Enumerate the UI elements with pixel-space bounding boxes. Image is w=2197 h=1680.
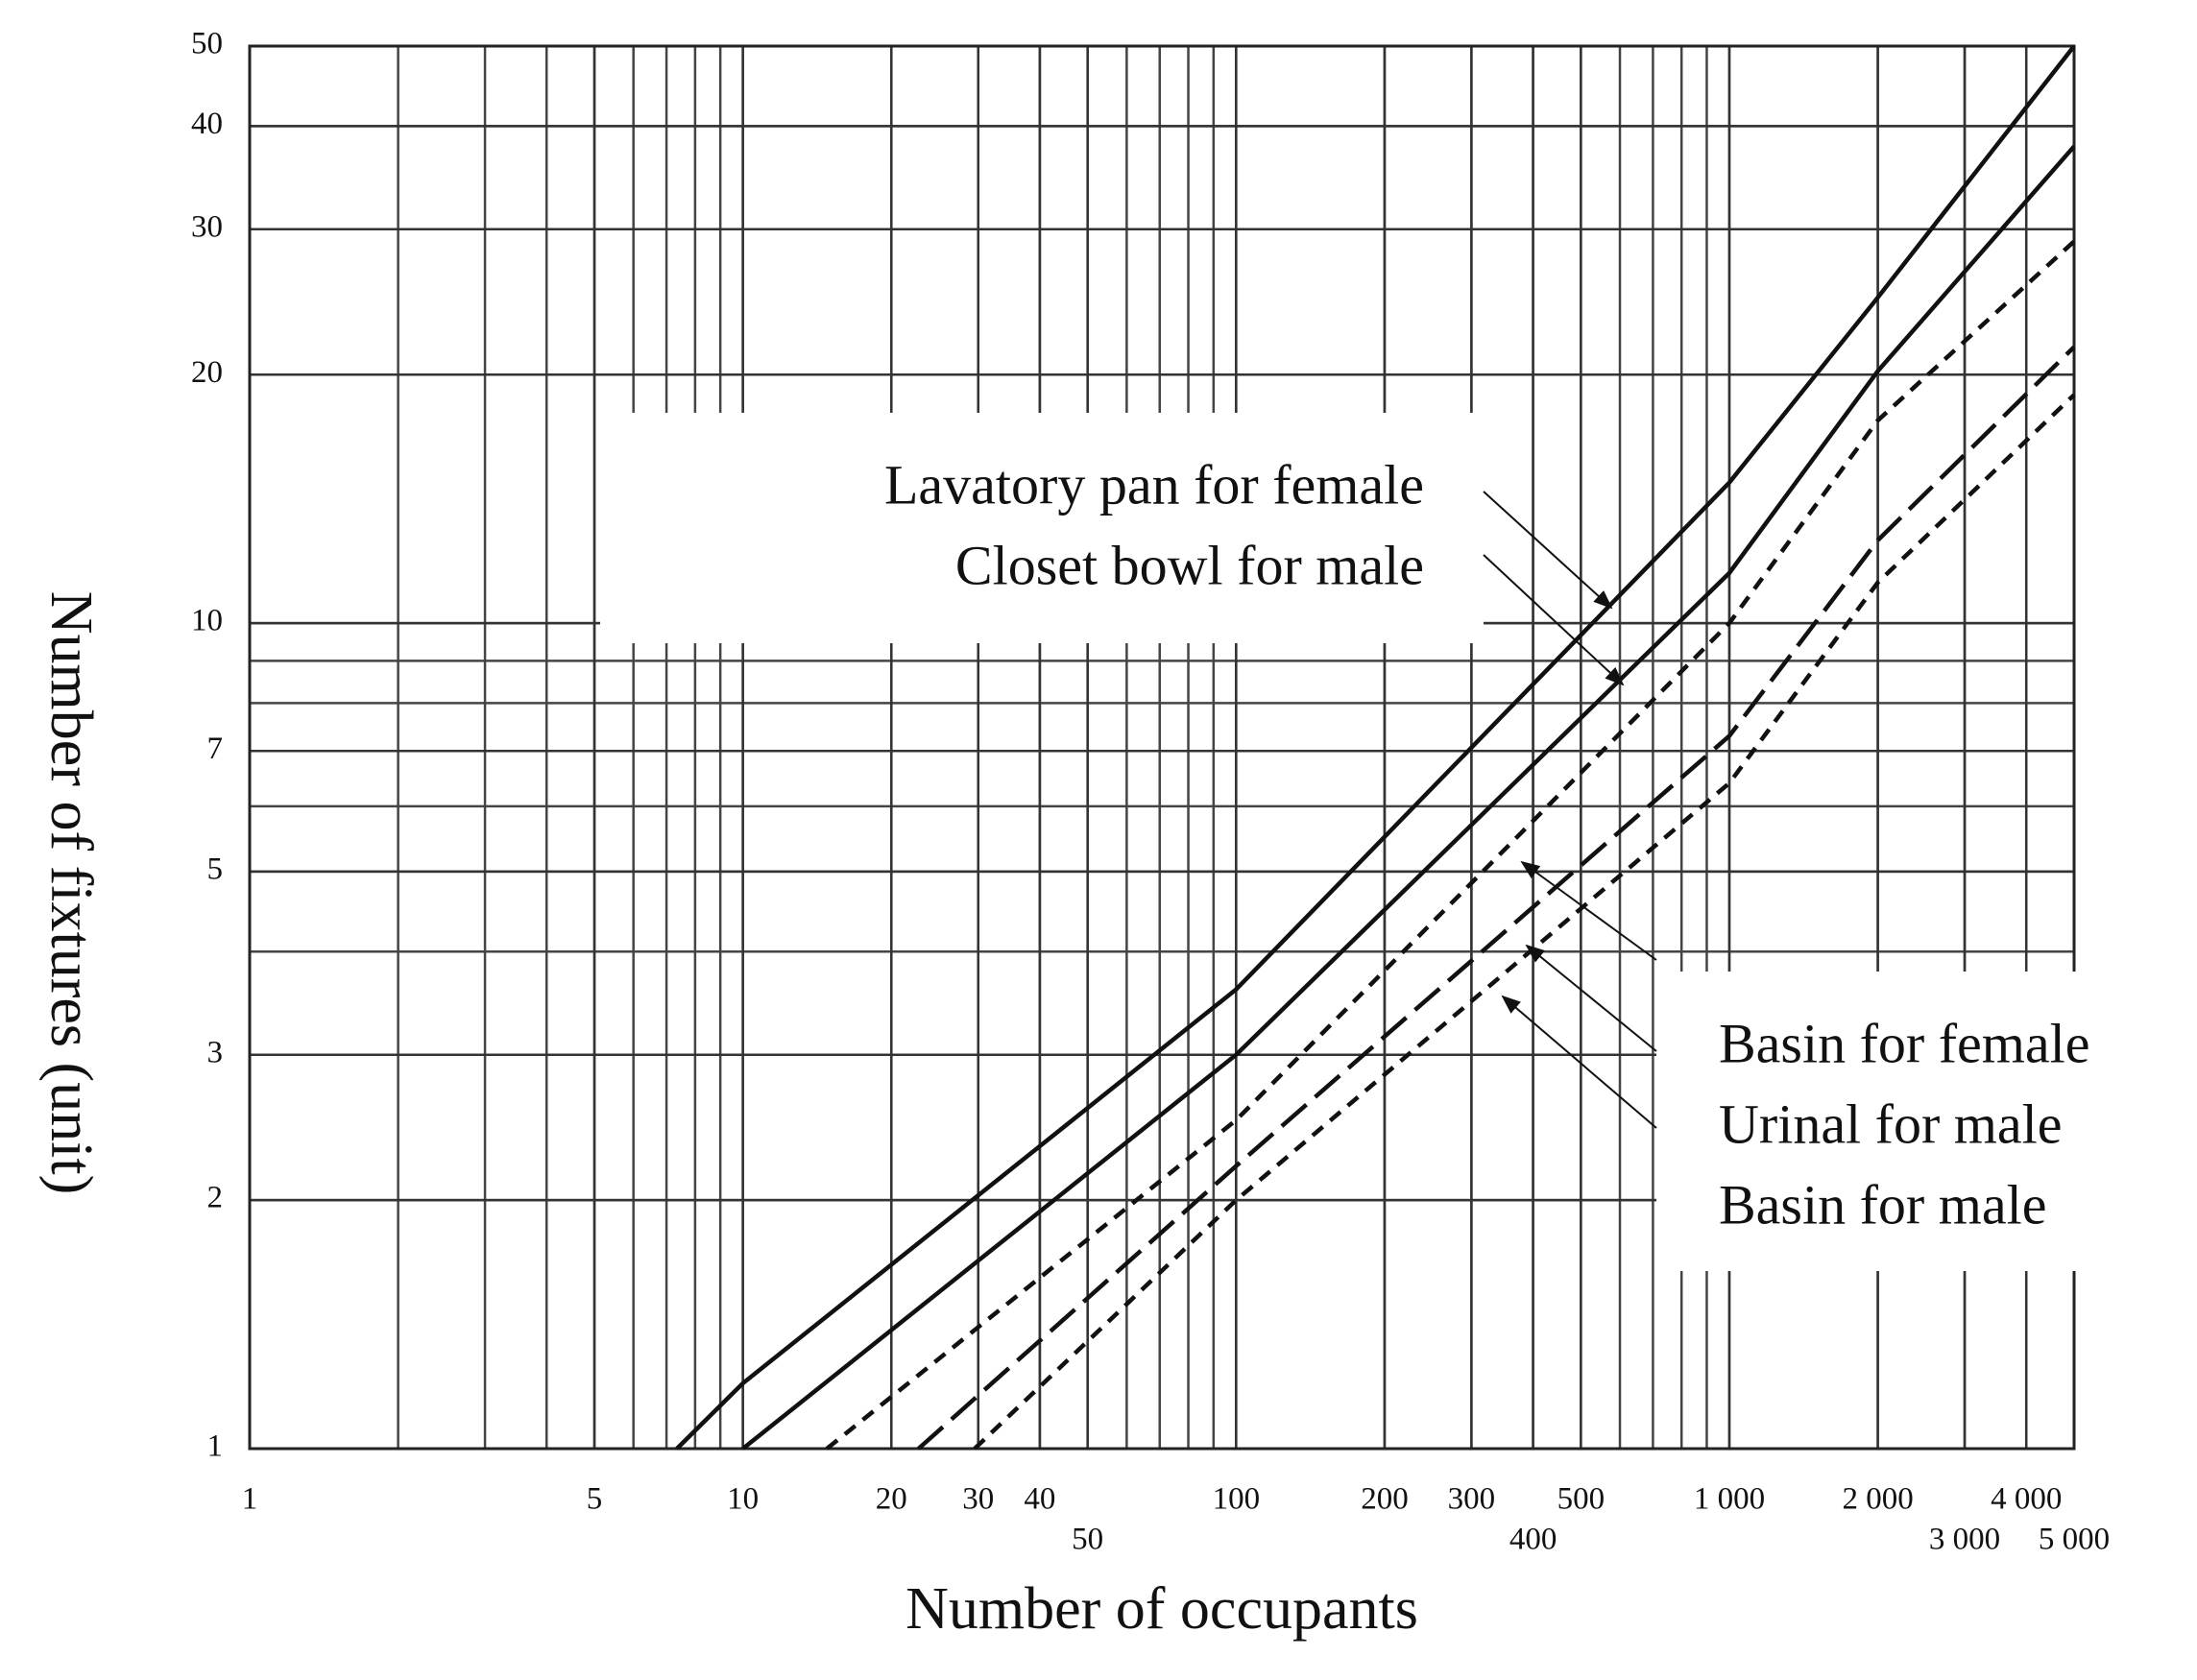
annotation: Lavatory pan for female	[884, 453, 1424, 516]
y-tick-label: 30	[191, 209, 223, 244]
y-tick-label: 1	[207, 1429, 224, 1464]
x-tick-label: 2 000	[1842, 1482, 1913, 1517]
x-axis-title: Number of occupants	[905, 1576, 1418, 1642]
series-line	[825, 239, 2076, 1451]
x-tick-label: 30	[962, 1482, 994, 1517]
series-line	[973, 393, 2076, 1451]
y-tick-label: 2	[207, 1181, 224, 1215]
x-tick-label: 5 000	[2039, 1523, 2110, 1557]
x-tick-label: 20	[876, 1482, 907, 1517]
x-tick-label: 10	[727, 1482, 759, 1517]
annotation-box	[1656, 972, 2197, 1271]
leader-arrow	[1525, 944, 1657, 1052]
x-tick-label: 40	[1024, 1482, 1055, 1517]
y-tick-label: 10	[191, 604, 223, 638]
annotation: Urinal for male	[1719, 1092, 2063, 1155]
series-line	[675, 44, 2076, 1451]
leader-arrow	[1483, 554, 1625, 686]
x-tick-label: 300	[1448, 1482, 1496, 1517]
leader-arrow	[1520, 860, 1657, 961]
y-tick-label: 3	[207, 1035, 224, 1069]
x-tick-label: 5	[587, 1482, 603, 1517]
series-line	[741, 144, 2076, 1451]
grid	[248, 44, 2076, 1451]
y-tick-label: 20	[191, 355, 223, 390]
annotation-box	[600, 413, 1484, 643]
annotation: Basin for male	[1719, 1173, 2046, 1236]
y-axis-title: Number of fixtures (unit)	[38, 591, 104, 1194]
x-tick-label: 200	[1361, 1482, 1409, 1517]
x-tick-label: 50	[1072, 1523, 1103, 1557]
series-line	[917, 345, 2076, 1451]
plot-frame	[248, 44, 2076, 1451]
x-tick-label: 400	[1509, 1523, 1557, 1557]
y-tick-label: 5	[207, 852, 224, 887]
annotation: Closet bowl for male	[955, 534, 1424, 596]
y-tick-label: 40	[191, 107, 223, 141]
leader-arrow	[1483, 491, 1613, 610]
leader-arrow	[1501, 995, 1657, 1129]
annotation: Basin for female	[1719, 1012, 2090, 1074]
x-tick-label: 1 000	[1694, 1482, 1765, 1517]
x-tick-label: 4 000	[1991, 1482, 2062, 1517]
x-tick-label: 500	[1557, 1482, 1606, 1517]
y-tick-label: 50	[191, 27, 223, 61]
x-tick-label: 3 000	[1929, 1523, 2000, 1557]
x-tick-label: 1	[242, 1482, 258, 1517]
x-tick-label: 100	[1213, 1482, 1261, 1517]
y-tick-label: 7	[207, 732, 224, 766]
